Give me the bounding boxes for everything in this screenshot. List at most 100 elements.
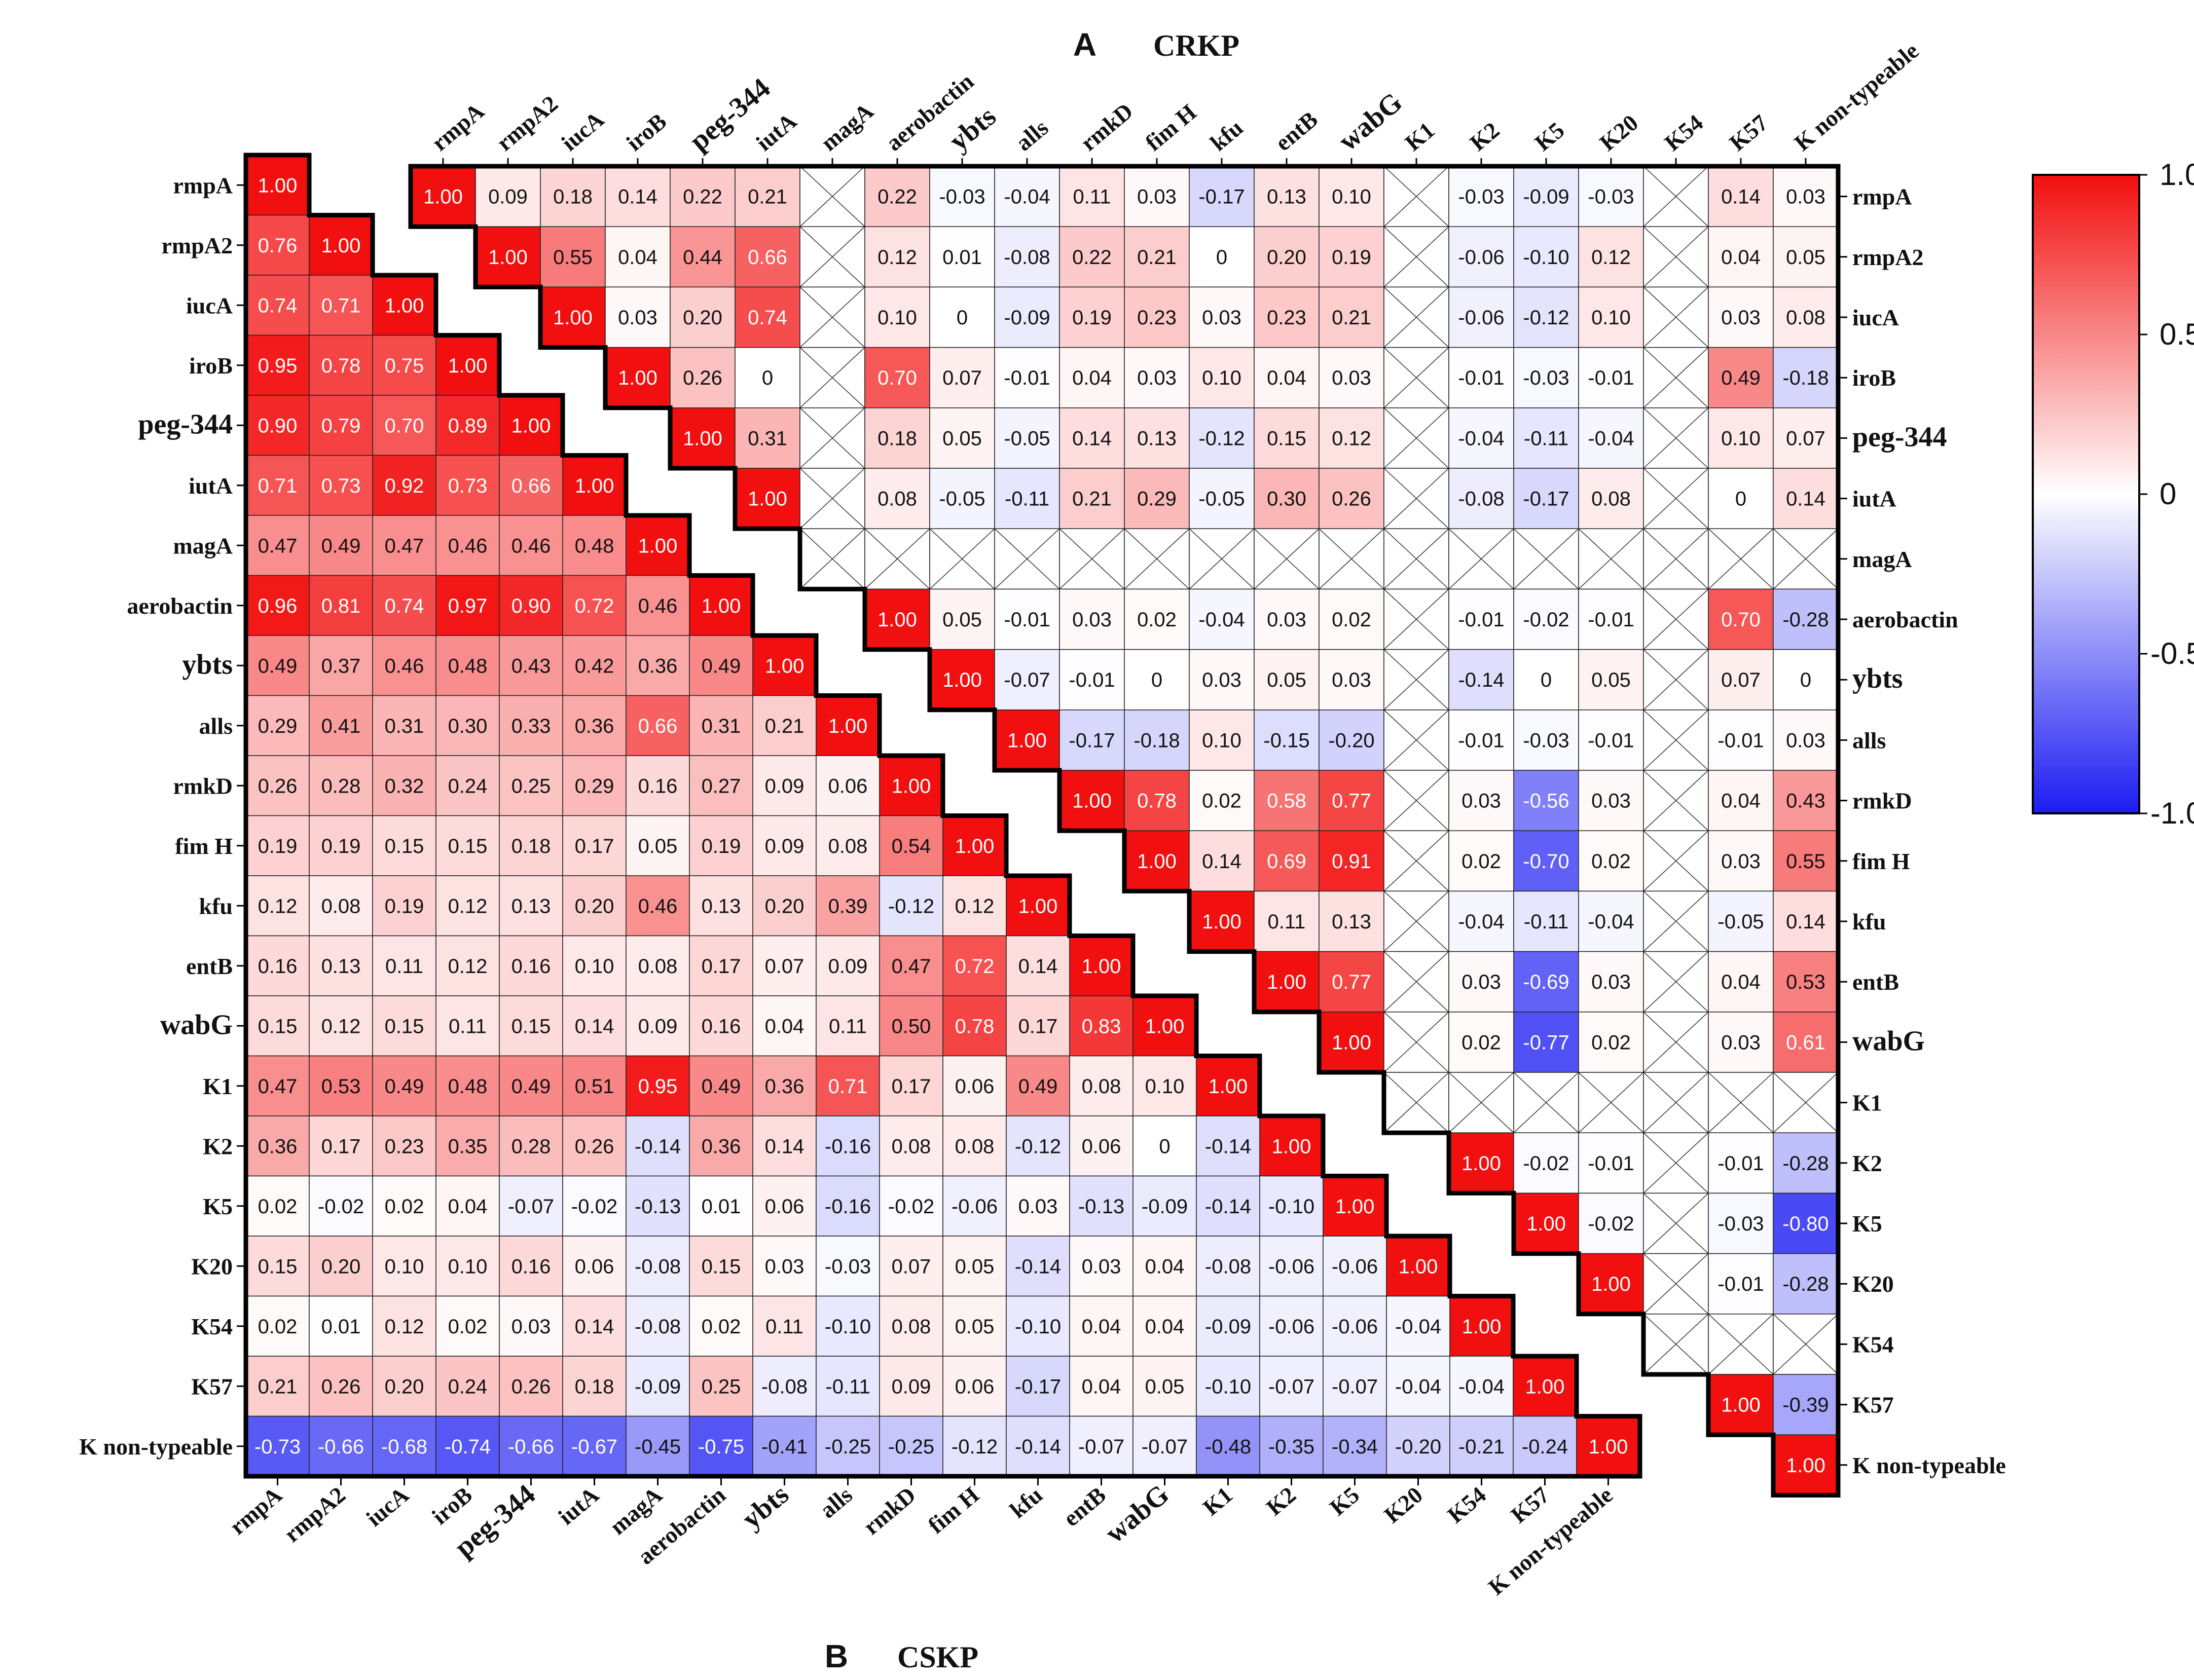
cskp-row-label: iutA — [189, 473, 233, 499]
cskp-cell-value: -0.35 — [1268, 1436, 1314, 1458]
cskp-row-label: fim H — [175, 833, 233, 859]
crkp-cell-value: 1.00 — [1202, 911, 1241, 933]
crkp-cell-value: 1.00 — [1072, 790, 1112, 812]
crkp-cell-value: -0.01 — [1717, 1152, 1764, 1175]
cskp-cell-K5-K5 — [1323, 1175, 1387, 1237]
crkp-cell-iutA-wabG — [1319, 468, 1384, 529]
crkp-cell-value: 0.08 — [1786, 307, 1825, 329]
cskp-cell-K57-rmpA2 — [309, 1356, 373, 1417]
crkp-cell-rmpA2-wabG — [1319, 226, 1384, 288]
crkp-cell-value: 0.91 — [1332, 850, 1371, 873]
crkp-cell-K20-K57 — [1708, 1253, 1774, 1315]
cskp-cell-value: 1.00 — [258, 174, 298, 197]
cskp-cell-value: 0.72 — [955, 955, 995, 978]
crkp-cell-value: 0.03 — [1332, 367, 1371, 389]
cskp-cell-K5-K1 — [1196, 1175, 1260, 1237]
crkp-cell-peg-344-K2 — [1448, 407, 1514, 469]
cskp-cell-K non-typeable-K54 — [1449, 1415, 1514, 1477]
cskp-cell-K1-iroB — [435, 1055, 500, 1116]
crkp-cell-value: -0.01 — [1458, 609, 1504, 631]
cskp-cell-value: 0.51 — [575, 1075, 614, 1098]
excluded-cell-cross — [1643, 1132, 1709, 1193]
crkp-cell-value: 0.04 — [1721, 246, 1761, 269]
cskp-cell-K2-K1 — [1196, 1115, 1260, 1177]
crkp-cell-value: -0.12 — [1198, 427, 1245, 450]
crkp-cell-value: -0.11 — [1524, 427, 1568, 450]
cskp-cell-K2-alls — [816, 1115, 880, 1177]
cskp-cell-value: -0.06 — [952, 1196, 998, 1218]
crkp-cell-value: 0.07 — [1786, 427, 1825, 450]
crkp-cell-value: 0.70 — [877, 367, 917, 389]
cskp-cell-K54-K20 — [1386, 1295, 1450, 1357]
crkp-row-label: entB — [1852, 969, 1899, 995]
cskp-column-label: K54 — [1442, 1482, 1490, 1528]
crkp-cell-rmpA2-iucA — [540, 226, 606, 288]
cskp-cell-value: -0.24 — [1522, 1436, 1568, 1458]
cskp-cell-K57-entB — [1069, 1356, 1133, 1417]
crkp-cell-value: 1.00 — [423, 186, 463, 208]
crkp-cell-iucA-rmkD — [1059, 286, 1125, 348]
crkp-cell-iutA-entB — [1254, 468, 1320, 529]
cskp-cell-K54-fim H — [942, 1295, 1007, 1357]
crkp-row-label: fim H — [1852, 848, 1910, 874]
cskp-row-label: peg-344 — [138, 408, 233, 440]
crkp-cell-rmkD-K57 — [1708, 770, 1774, 831]
crkp-cell-rmkD-K20 — [1578, 770, 1644, 831]
cskp-cell-value: 0.16 — [511, 1255, 551, 1278]
cskp-cell-K2-magA — [626, 1115, 690, 1177]
cskp-cell-value: -0.02 — [571, 1196, 617, 1218]
crkp-row-label: alls — [1852, 727, 1886, 753]
excluded-cell-cross — [1708, 1314, 1774, 1375]
colorbar-tick-label: -1.0 — [2150, 796, 2194, 830]
cskp-cell-value: 0.06 — [828, 775, 868, 797]
crkp-cell-value: -0.03 — [1717, 1213, 1764, 1235]
cskp-cell-K5-entB — [1069, 1175, 1133, 1237]
crkp-cell-iutA-iutA — [735, 468, 800, 529]
cskp-cell-value: 0.09 — [765, 835, 805, 857]
crkp-cell-value: 0.44 — [683, 246, 722, 269]
crkp-row-label: rmpA — [1852, 184, 1912, 210]
crkp-row-label: kfu — [1852, 909, 1886, 935]
crkp-cell-value: 0.03 — [1137, 186, 1177, 208]
cskp-cell-value: 0.35 — [448, 1135, 488, 1158]
cskp-cell-entB-iucA — [372, 935, 436, 996]
excluded-cell-cross — [1059, 528, 1125, 589]
cskp-cell-value: 0.73 — [321, 475, 361, 497]
excluded-cell-cross — [1643, 951, 1709, 1013]
cskp-cell-value: 0.16 — [702, 1015, 741, 1037]
cskp-cell-value: -0.10 — [1015, 1316, 1061, 1338]
cskp-cell-value: -0.08 — [761, 1375, 808, 1398]
cskp-cell-value: 0.29 — [258, 715, 298, 737]
crkp-row-label: iucA — [1852, 305, 1899, 330]
cskp-cell-value: 0.47 — [258, 1075, 298, 1098]
excluded-cell-cross — [1383, 468, 1449, 529]
cskp-column-label: rmpA — [225, 1482, 287, 1540]
crkp-row-label: K2 — [1852, 1150, 1882, 1176]
cskp-cell-entB-kfu — [1006, 935, 1070, 996]
excluded-cell-cross — [1383, 710, 1449, 771]
cskp-cell-value: 1.00 — [511, 415, 551, 437]
crkp-cell-alls-K5 — [1513, 710, 1579, 771]
crkp-column-label: K57 — [1725, 109, 1773, 156]
crkp-cell-rmpA2-peg-344 — [670, 226, 736, 288]
cskp-cell-value: 0.47 — [385, 535, 424, 557]
excluded-cell-cross — [799, 407, 865, 469]
crkp-cell-K5-K20 — [1578, 1192, 1644, 1254]
cskp-cell-kfu-fim H — [942, 875, 1007, 937]
excluded-cell-cross — [1448, 528, 1514, 589]
cskp-cell-kfu-iucA — [372, 875, 436, 937]
crkp-cell-value: 0.23 — [1137, 307, 1177, 329]
cskp-cell-value: 1.00 — [955, 835, 995, 857]
crkp-cell-value: -0.04 — [1198, 609, 1245, 631]
cskp-cell-value: 0.36 — [258, 1135, 298, 1158]
cskp-cell-fim H-iroB — [435, 815, 500, 876]
crkp-cell-rmpA2-kfu — [1189, 226, 1255, 288]
crkp-cell-value: 1.00 — [1332, 1031, 1371, 1054]
crkp-cell-rmkD-entB — [1254, 770, 1320, 831]
cskp-row-label: rmkD — [173, 773, 233, 799]
cskp-cell-value: 0.29 — [575, 775, 614, 797]
crkp-cell-value: 0.70 — [1721, 609, 1761, 631]
crkp-row-label: rmkD — [1852, 788, 1912, 814]
cskp-cell-value: -0.14 — [1205, 1135, 1251, 1158]
cskp-cell-alls-iucA — [372, 695, 436, 756]
